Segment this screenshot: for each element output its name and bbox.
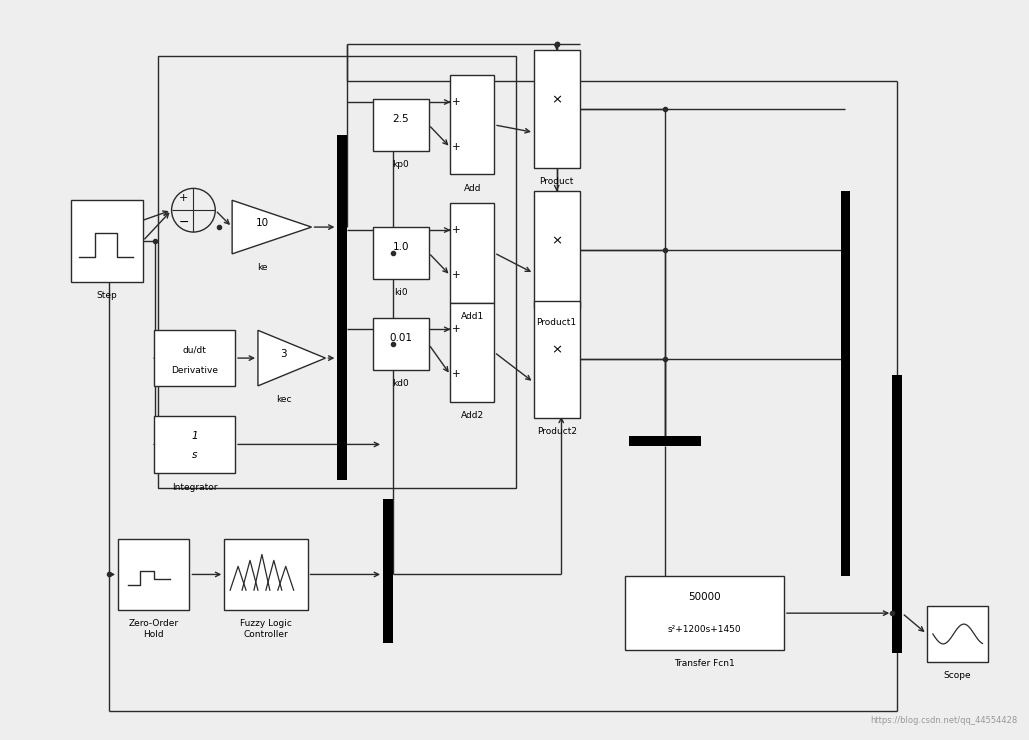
Text: Product1: Product1 xyxy=(536,318,576,327)
FancyBboxPatch shape xyxy=(841,192,850,576)
Text: Product: Product xyxy=(539,177,574,186)
Text: kec: kec xyxy=(276,395,291,404)
Text: 2.5: 2.5 xyxy=(392,114,410,124)
Text: +: + xyxy=(452,324,461,334)
Text: Scope: Scope xyxy=(944,671,971,680)
Text: Step: Step xyxy=(97,291,117,300)
FancyBboxPatch shape xyxy=(626,576,784,650)
Text: +: + xyxy=(452,225,461,235)
FancyBboxPatch shape xyxy=(374,227,429,279)
Text: s²+1200s+1450: s²+1200s+1450 xyxy=(668,625,741,634)
FancyBboxPatch shape xyxy=(629,437,701,446)
Text: Controller: Controller xyxy=(244,630,288,639)
Text: Product2: Product2 xyxy=(537,427,576,436)
Text: 3: 3 xyxy=(280,349,287,359)
Text: −: − xyxy=(178,216,189,229)
Text: Integrator: Integrator xyxy=(172,482,217,491)
Text: ×: × xyxy=(552,234,562,247)
Text: 1.0: 1.0 xyxy=(393,242,410,252)
FancyBboxPatch shape xyxy=(534,300,579,417)
FancyBboxPatch shape xyxy=(451,75,494,175)
Text: ke: ke xyxy=(257,263,268,272)
FancyBboxPatch shape xyxy=(374,318,429,370)
Text: 1: 1 xyxy=(191,431,198,441)
Text: +: + xyxy=(452,269,461,280)
FancyBboxPatch shape xyxy=(927,606,989,662)
Text: +: + xyxy=(179,193,188,204)
Text: 50000: 50000 xyxy=(688,592,721,602)
Text: 0.01: 0.01 xyxy=(389,333,413,343)
Text: +: + xyxy=(452,97,461,107)
Polygon shape xyxy=(233,201,312,254)
Text: ki0: ki0 xyxy=(394,288,407,297)
Text: ×: × xyxy=(552,343,562,356)
FancyBboxPatch shape xyxy=(71,201,143,282)
FancyBboxPatch shape xyxy=(118,539,189,610)
Text: Fuzzy Logic: Fuzzy Logic xyxy=(240,619,292,628)
FancyBboxPatch shape xyxy=(153,416,235,473)
Text: 10: 10 xyxy=(256,218,269,228)
FancyBboxPatch shape xyxy=(534,50,579,167)
Text: +: + xyxy=(452,369,461,379)
Text: kd0: kd0 xyxy=(392,380,410,388)
Text: Hold: Hold xyxy=(143,630,164,639)
Text: https://blog.csdn.net/qq_44554428: https://blog.csdn.net/qq_44554428 xyxy=(870,716,1018,725)
Text: Transfer Fcn1: Transfer Fcn1 xyxy=(674,659,735,668)
FancyBboxPatch shape xyxy=(338,135,347,480)
FancyBboxPatch shape xyxy=(451,303,494,402)
Text: Add: Add xyxy=(464,184,482,193)
FancyBboxPatch shape xyxy=(892,375,902,653)
FancyBboxPatch shape xyxy=(383,499,393,643)
Text: s: s xyxy=(191,450,198,460)
FancyBboxPatch shape xyxy=(153,330,235,386)
Text: ×: × xyxy=(552,93,562,106)
Text: +: + xyxy=(452,141,461,152)
Text: Zero-Order: Zero-Order xyxy=(129,619,179,628)
FancyBboxPatch shape xyxy=(224,539,308,610)
Text: Derivative: Derivative xyxy=(171,366,218,375)
FancyBboxPatch shape xyxy=(451,204,494,303)
FancyBboxPatch shape xyxy=(534,192,579,309)
Text: du/dt: du/dt xyxy=(182,346,207,354)
Polygon shape xyxy=(258,330,325,386)
Text: Add1: Add1 xyxy=(461,312,484,321)
Text: kp0: kp0 xyxy=(392,160,410,169)
FancyBboxPatch shape xyxy=(374,99,429,151)
Text: Add2: Add2 xyxy=(461,411,484,420)
